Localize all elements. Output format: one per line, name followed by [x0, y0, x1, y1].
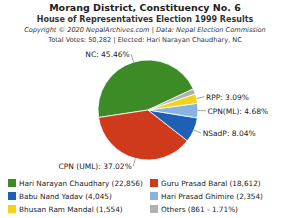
leader-line	[131, 54, 133, 62]
legend-label: Hari Prasad Ghimire (2,354)	[161, 192, 263, 201]
chart-container: Morang District, Constituency No. 6 House…	[0, 0, 290, 218]
legend-label: Others (861 - 1.71%)	[161, 205, 238, 214]
data-label: NC: 45.46%	[85, 50, 129, 59]
chart-svg: Morang District, Constituency No. 6 House…	[0, 0, 290, 218]
legend-swatch	[150, 205, 158, 213]
leader-line	[133, 158, 135, 166]
legend-swatch	[8, 179, 16, 187]
background	[0, 0, 290, 218]
pie	[98, 60, 198, 160]
legend-label: Babu Nand Yadav (4,045)	[19, 192, 112, 201]
data-label: RPP: 3.09%	[206, 93, 249, 102]
legend-label: Bhusan Ram Mandal (1,554)	[19, 205, 123, 214]
title: Morang District, Constituency No. 6	[49, 2, 241, 13]
leader-line	[198, 110, 206, 111]
legend-swatch	[150, 179, 158, 187]
leader-line	[197, 97, 205, 99]
annotation: Total Votes: 50,282 | Elected: Hari Nara…	[47, 36, 242, 44]
data-label: CPN (UML): 37.02%	[59, 162, 132, 171]
leader-line	[194, 130, 201, 133]
pie-slice	[148, 89, 195, 110]
legend-label: Guru Prasad Baral (18,612)	[161, 179, 261, 188]
data-label: CPN(ML): 4.68%	[207, 107, 268, 116]
legend-swatch	[150, 192, 158, 200]
pie-labels: NC: 45.46% CPN (UML): 37.02% NSadP: 8.04% C…	[59, 50, 269, 171]
data-label: NSadP: 8.04%	[203, 129, 256, 138]
legend-swatch	[8, 205, 16, 213]
legend-label: Hari Narayan Chaudhary (22,856)	[19, 179, 143, 188]
legend: Hari Narayan Chaudhary (22,856) Guru Pras…	[8, 179, 263, 214]
legend-swatch	[8, 192, 16, 200]
annotation: Copyright © 2020 NepalArchives.com | Dat…	[24, 26, 266, 34]
subtitle: House of Representatives Election 1999 R…	[37, 15, 254, 24]
